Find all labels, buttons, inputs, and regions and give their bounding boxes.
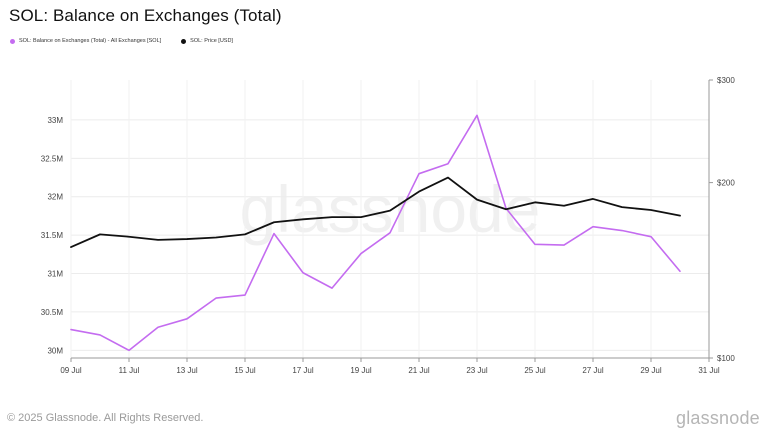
x-tick-label: 27 Jul <box>582 366 604 375</box>
y-left-tick-label: 31.5M <box>41 231 64 240</box>
chart-legend: SOL: Balance on Exchanges (Total) - All … <box>10 38 233 44</box>
legend-label-balance: SOL: Balance on Exchanges (Total) - All … <box>19 38 162 44</box>
chart-title: SOL: Balance on Exchanges (Total) <box>9 6 282 25</box>
legend-label-price: SOL: Price [USD] <box>190 38 233 44</box>
y-left-tick-label: 30.5M <box>41 308 64 317</box>
y-left-tick-label: 32M <box>47 193 63 202</box>
legend-dot-balance <box>10 38 15 44</box>
series-line-price <box>70 176 681 249</box>
legend-item-price[interactable]: SOL: Price [USD] <box>181 38 233 44</box>
y-right-tick-label: $100 <box>717 354 735 363</box>
legend-dot-price <box>181 38 187 44</box>
y-right-tick-label: $200 <box>717 179 735 188</box>
y-left-tick-label: 30M <box>47 346 63 355</box>
x-tick-label: 09 Jul <box>60 366 82 375</box>
x-tick-label: 31 Jul <box>698 366 720 375</box>
y-left-tick-label: 32.5M <box>41 154 64 163</box>
y-right-tick-label: $300 <box>717 76 735 85</box>
series-line-balance <box>70 114 681 352</box>
x-tick-label: 21 Jul <box>408 366 430 375</box>
x-tick-label: 11 Jul <box>119 366 140 375</box>
legend-item-balance[interactable]: SOL: Balance on Exchanges (Total) - All … <box>10 38 161 44</box>
x-tick-label: 19 Jul <box>350 366 372 375</box>
x-tick-label: 17 Jul <box>292 366 314 375</box>
brand-logo-text: glassnode <box>676 408 760 428</box>
x-tick-label: 23 Jul <box>466 366 488 375</box>
y-left-tick-label: 31M <box>47 270 63 279</box>
x-tick-label: 25 Jul <box>524 366 546 375</box>
footer-copyright: © 2025 Glassnode. All Rights Reserved. <box>7 412 204 424</box>
x-tick-label: 15 Jul <box>234 366 256 375</box>
x-tick-label: 29 Jul <box>640 366 662 375</box>
x-tick-label: 13 Jul <box>176 366 198 375</box>
y-left-tick-label: 33M <box>47 116 63 125</box>
